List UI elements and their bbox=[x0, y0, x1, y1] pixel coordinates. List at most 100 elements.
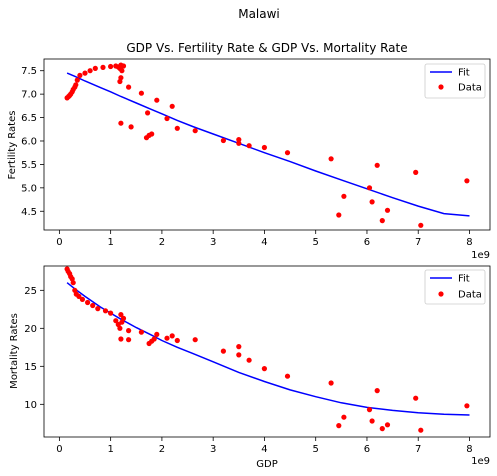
data-point bbox=[367, 407, 372, 412]
data-point bbox=[336, 212, 341, 217]
y-tick-label: 6.0 bbox=[21, 136, 37, 147]
axis-ticks: 0 1 2 3 4 5 6 7 8 10 15 20 25 bbox=[24, 286, 472, 455]
plot-frame bbox=[44, 59, 490, 230]
y-tick-label: 5.5 bbox=[21, 160, 37, 171]
x-tick-label: 2 bbox=[159, 444, 165, 455]
data-point bbox=[262, 145, 267, 150]
data-point bbox=[221, 138, 226, 143]
data-point bbox=[380, 426, 385, 431]
y-tick-label: 15 bbox=[24, 362, 37, 373]
data-point bbox=[103, 308, 108, 313]
fit-line-layer bbox=[67, 283, 469, 415]
data-point bbox=[170, 333, 175, 338]
x-tick-label: 4 bbox=[261, 444, 267, 455]
fit-line bbox=[67, 283, 469, 415]
fit-line bbox=[67, 73, 469, 216]
data-point bbox=[71, 280, 76, 285]
data-point bbox=[164, 116, 169, 121]
data-point bbox=[118, 336, 123, 341]
data-point bbox=[88, 68, 93, 73]
data-point bbox=[236, 352, 241, 357]
data-point bbox=[154, 332, 159, 337]
legend-fit-label: Fit bbox=[458, 68, 470, 79]
y-tick-label: 10 bbox=[24, 400, 37, 411]
data-point bbox=[117, 326, 122, 331]
data-point bbox=[285, 150, 290, 155]
mortality-axes: Mortality Rates GDP 1e9 0 1 2 3 4 5 6 7 8 10 15 20 2… bbox=[9, 266, 490, 470]
x-tick-label: 1 bbox=[107, 444, 113, 455]
chart-title: GDP Vs. Fertility Rate & GDP Vs. Mortali… bbox=[126, 41, 407, 55]
data-point bbox=[413, 396, 418, 401]
data-point bbox=[118, 121, 123, 126]
x-tick-label: 4 bbox=[261, 237, 267, 248]
data-point bbox=[329, 380, 334, 385]
data-point bbox=[375, 388, 380, 393]
data-point bbox=[100, 65, 105, 70]
data-points-layer bbox=[65, 266, 470, 432]
legend: Fit Data bbox=[425, 64, 485, 98]
data-point bbox=[126, 85, 131, 90]
x-tick-label: 1 bbox=[107, 237, 113, 248]
y-tick-label: 5.0 bbox=[21, 183, 37, 194]
data-point bbox=[145, 110, 150, 115]
data-point bbox=[121, 63, 126, 68]
y-axis-label: Mortality Rates bbox=[9, 313, 20, 389]
data-point bbox=[164, 336, 169, 341]
data-point bbox=[117, 79, 122, 84]
x-tick-label: 6 bbox=[364, 237, 370, 248]
y-tick-label: 20 bbox=[24, 324, 37, 335]
data-point bbox=[193, 337, 198, 342]
x-tick-label: 6 bbox=[364, 444, 370, 455]
data-point bbox=[464, 403, 469, 408]
data-point bbox=[139, 91, 144, 96]
data-point bbox=[154, 98, 159, 103]
legend-data-swatch bbox=[438, 84, 443, 89]
x-offset-text: 1e9 bbox=[471, 250, 490, 261]
legend: Fit Data bbox=[425, 270, 485, 304]
x-offset-text: 1e9 bbox=[471, 456, 490, 467]
x-tick-label: 5 bbox=[313, 444, 319, 455]
data-point bbox=[236, 344, 241, 349]
y-tick-label: 7.0 bbox=[21, 90, 37, 101]
y-axis-label: Fertility Rates bbox=[7, 111, 18, 180]
axis-ticks: 0 1 2 3 4 5 6 7 8 4.5 5.0 5.5 6.0 6.5 7.0 7.5 bbox=[21, 66, 473, 248]
data-point bbox=[464, 178, 469, 183]
data-point bbox=[82, 71, 87, 76]
data-point bbox=[119, 68, 124, 73]
data-point bbox=[385, 422, 390, 427]
data-point bbox=[170, 104, 175, 109]
data-point bbox=[152, 336, 157, 341]
data-point bbox=[385, 208, 390, 213]
data-point bbox=[85, 300, 90, 305]
data-point bbox=[341, 194, 346, 199]
data-point bbox=[108, 64, 113, 69]
fertility-axes: GDP Vs. Fertility Rate & GDP Vs. Mortali… bbox=[7, 41, 490, 261]
x-axis-label: GDP bbox=[256, 459, 277, 470]
data-point bbox=[121, 316, 126, 321]
x-tick-label: 8 bbox=[466, 444, 472, 455]
data-point bbox=[75, 78, 80, 83]
data-point bbox=[336, 423, 341, 428]
data-point bbox=[193, 128, 198, 133]
data-point bbox=[375, 163, 380, 168]
x-tick-label: 7 bbox=[415, 444, 421, 455]
x-tick-label: 7 bbox=[415, 237, 421, 248]
data-point bbox=[93, 66, 98, 71]
data-point bbox=[175, 338, 180, 343]
data-point bbox=[370, 418, 375, 423]
data-point bbox=[126, 337, 131, 342]
data-point bbox=[236, 137, 241, 142]
x-tick-label: 3 bbox=[210, 444, 216, 455]
data-point bbox=[95, 306, 100, 311]
legend-data-label: Data bbox=[458, 83, 482, 94]
data-point bbox=[73, 82, 78, 87]
data-point bbox=[126, 328, 131, 333]
data-point bbox=[341, 415, 346, 420]
data-point bbox=[175, 126, 180, 131]
data-point bbox=[329, 156, 334, 161]
x-tick-label: 8 bbox=[466, 237, 472, 248]
legend-data-label: Data bbox=[458, 290, 482, 301]
data-point bbox=[285, 374, 290, 379]
data-point bbox=[149, 131, 154, 136]
